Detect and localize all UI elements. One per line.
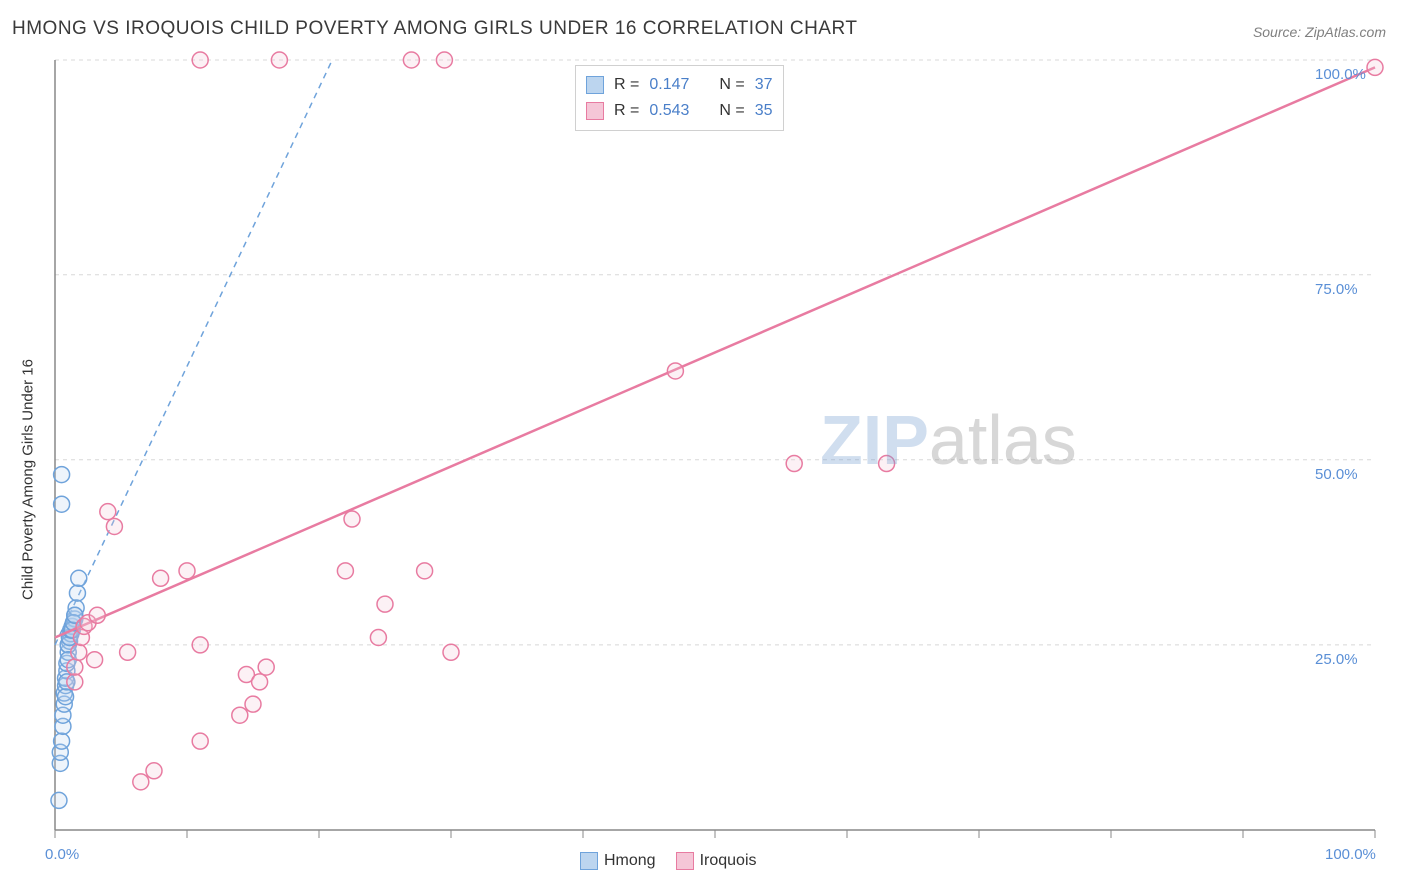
axis-tick-label: 25.0% [1315, 651, 1358, 668]
correlation-legend: R = 0.147 N = 37 R = 0.543 N = 35 [575, 65, 784, 131]
r-label: R = [614, 102, 639, 120]
legend-item: Iroquois [676, 852, 757, 870]
legend-label: Iroquois [700, 852, 757, 869]
axis-tick-label: 100.0% [1315, 66, 1366, 83]
legend-swatch [586, 76, 604, 94]
legend-row: R = 0.543 N = 35 [586, 98, 773, 124]
series-legend: Hmong Iroquois [580, 852, 757, 870]
legend-swatch [676, 852, 694, 870]
n-label: N = [719, 76, 744, 94]
legend-label: Hmong [604, 852, 656, 869]
axis-tick-label: 100.0% [1325, 846, 1376, 863]
r-value: 0.147 [649, 76, 689, 94]
legend-swatch [586, 102, 604, 120]
r-label: R = [614, 76, 639, 94]
legend-row: R = 0.147 N = 37 [586, 72, 773, 98]
y-axis-label: Child Poverty Among Girls Under 16 [20, 359, 37, 600]
n-label: N = [719, 102, 744, 120]
chart-container: HMONG VS IROQUOIS CHILD POVERTY AMONG GI… [0, 0, 1406, 892]
n-value: 35 [755, 102, 773, 120]
legend-swatch [580, 852, 598, 870]
axis-tick-label: 0.0% [45, 846, 79, 863]
axis-tick-label: 75.0% [1315, 281, 1358, 298]
axis-tick-label: 50.0% [1315, 466, 1358, 483]
n-value: 37 [755, 76, 773, 94]
r-value: 0.543 [649, 102, 689, 120]
scatter-plot [0, 0, 1406, 892]
legend-item: Hmong [580, 852, 656, 870]
